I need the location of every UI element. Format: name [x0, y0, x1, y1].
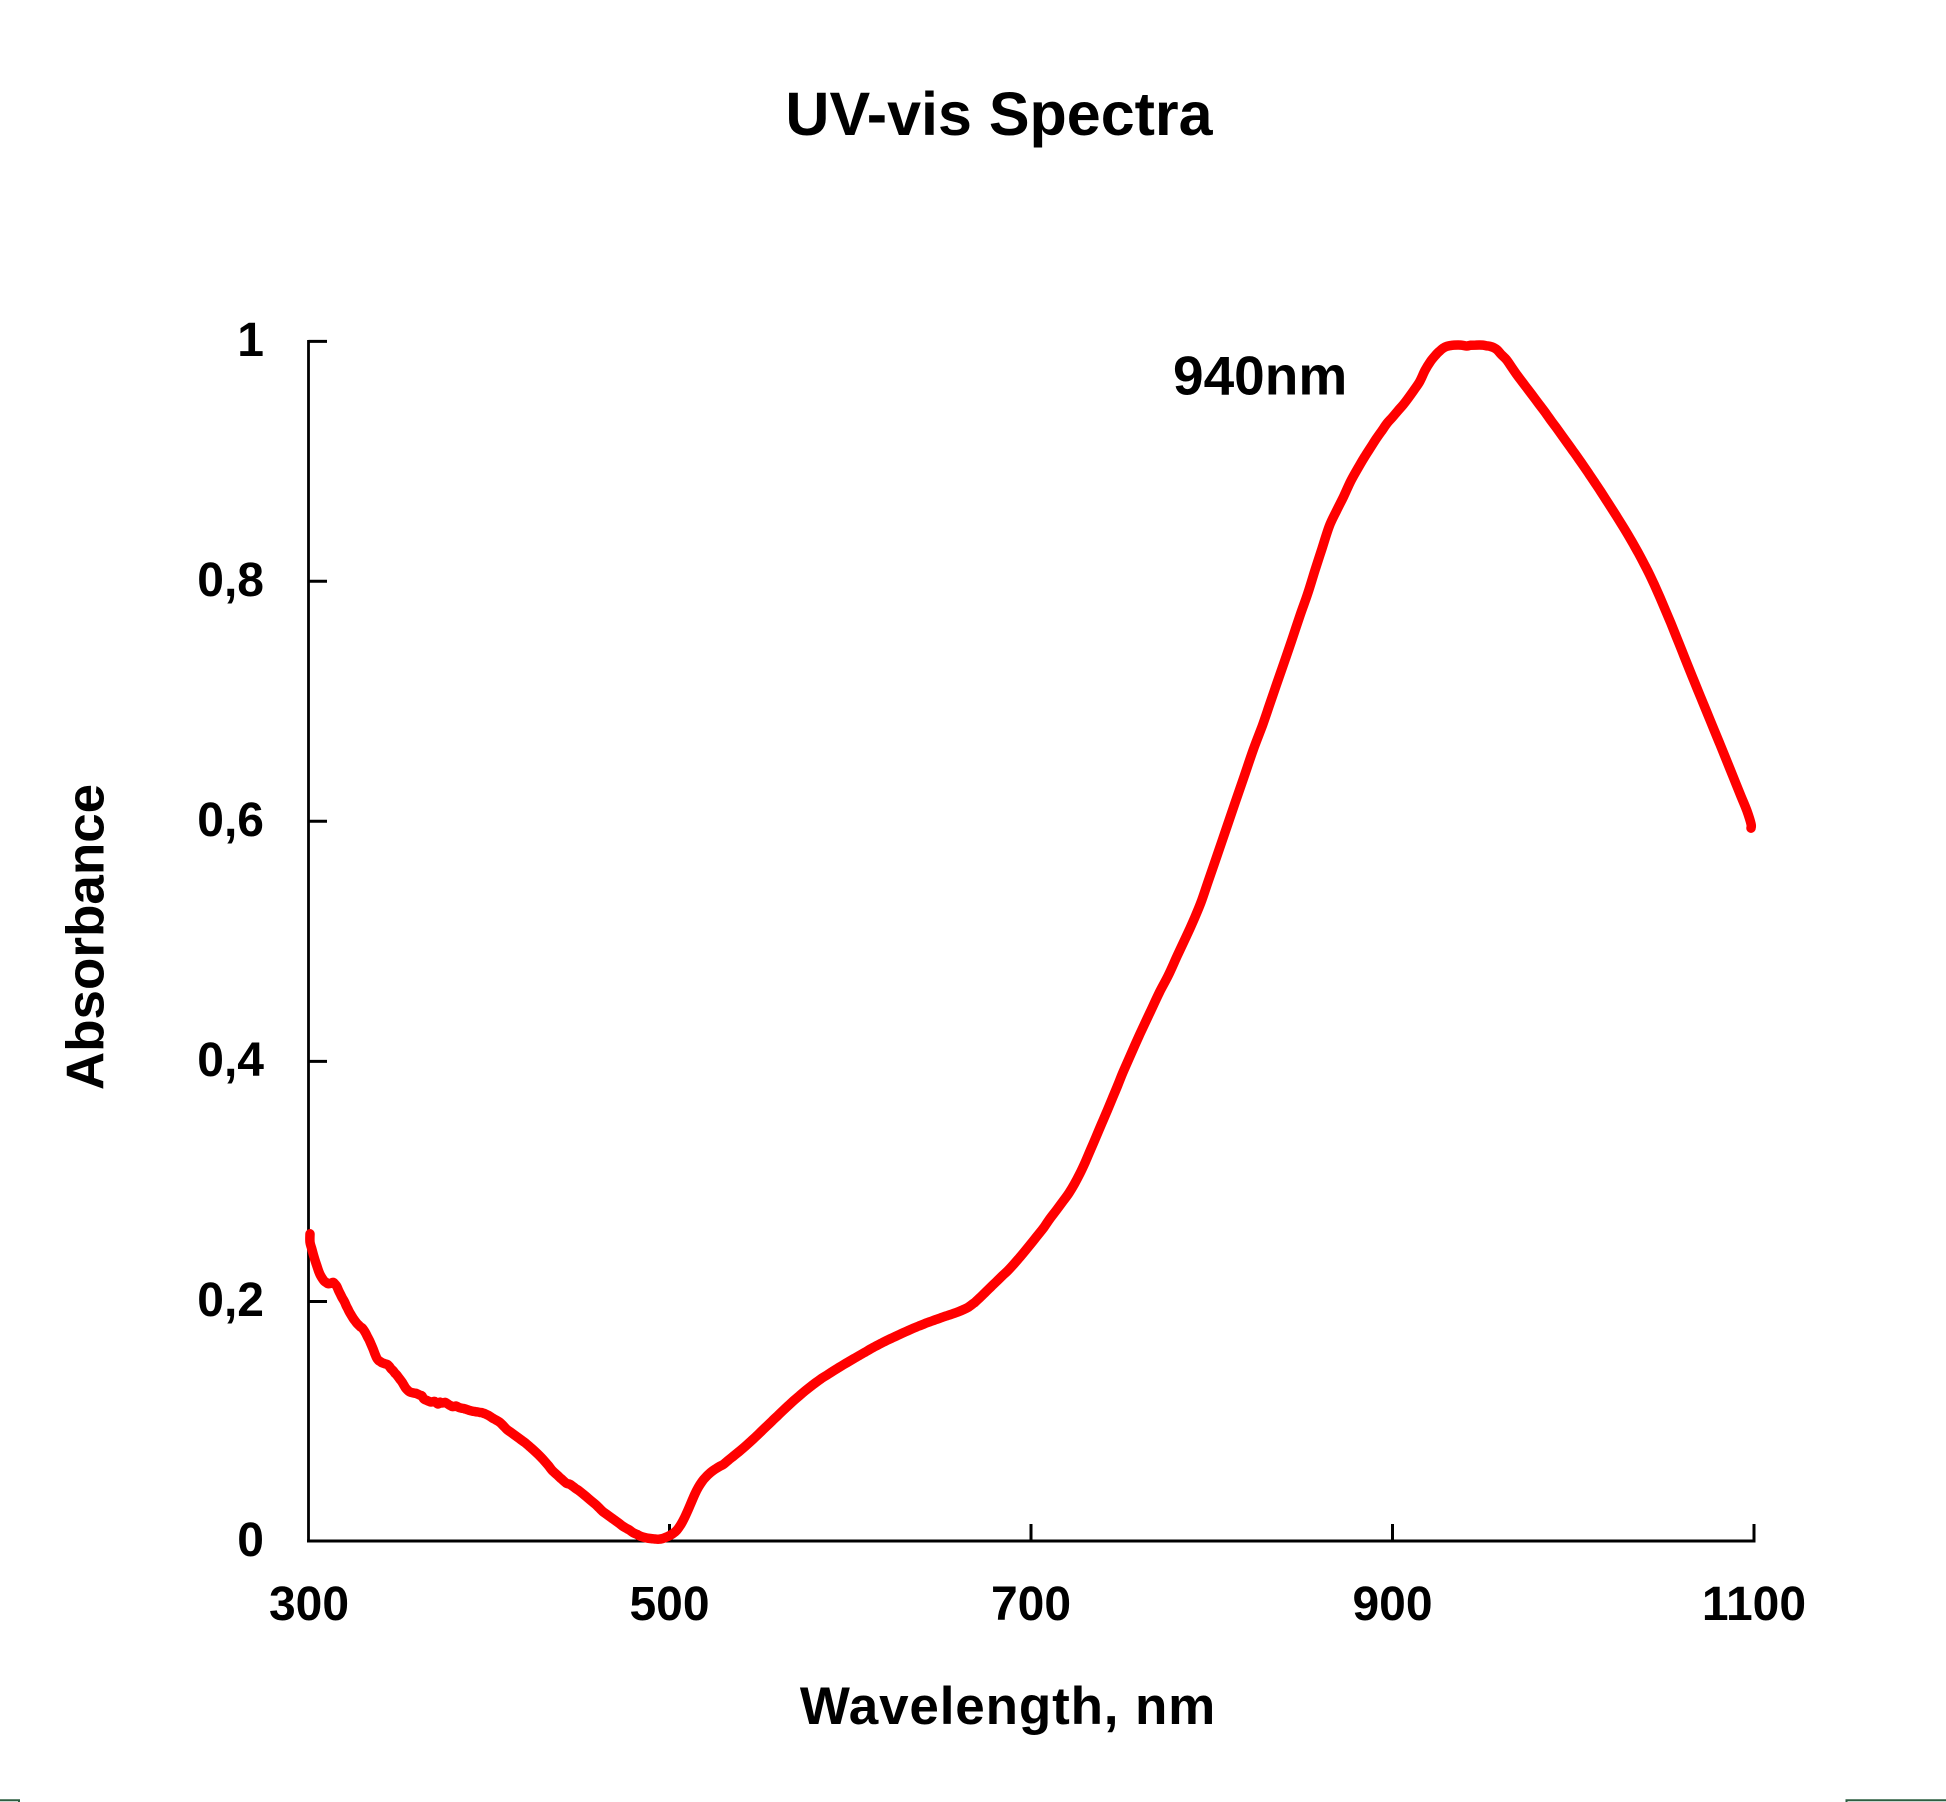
svg-text:Wavelength, nm: Wavelength, nm — [800, 1677, 1216, 1736]
svg-text:Absorbance: Absorbance — [57, 784, 116, 1090]
svg-text:500: 500 — [629, 1578, 709, 1631]
svg-text:0,4: 0,4 — [197, 1034, 264, 1087]
svg-text:1: 1 — [237, 314, 264, 367]
svg-text:700: 700 — [991, 1578, 1071, 1631]
svg-text:1100: 1100 — [1702, 1578, 1806, 1631]
svg-text:0,8: 0,8 — [197, 554, 264, 607]
svg-text:0,2: 0,2 — [197, 1274, 264, 1327]
svg-text:UV-vis Spectra: UV-vis Spectra — [785, 80, 1213, 148]
svg-text:300: 300 — [269, 1578, 349, 1631]
svg-text:940nm: 940nm — [1173, 345, 1347, 407]
svg-text:900: 900 — [1352, 1578, 1432, 1631]
svg-text:0,6: 0,6 — [197, 794, 264, 847]
svg-text:0: 0 — [237, 1514, 264, 1567]
